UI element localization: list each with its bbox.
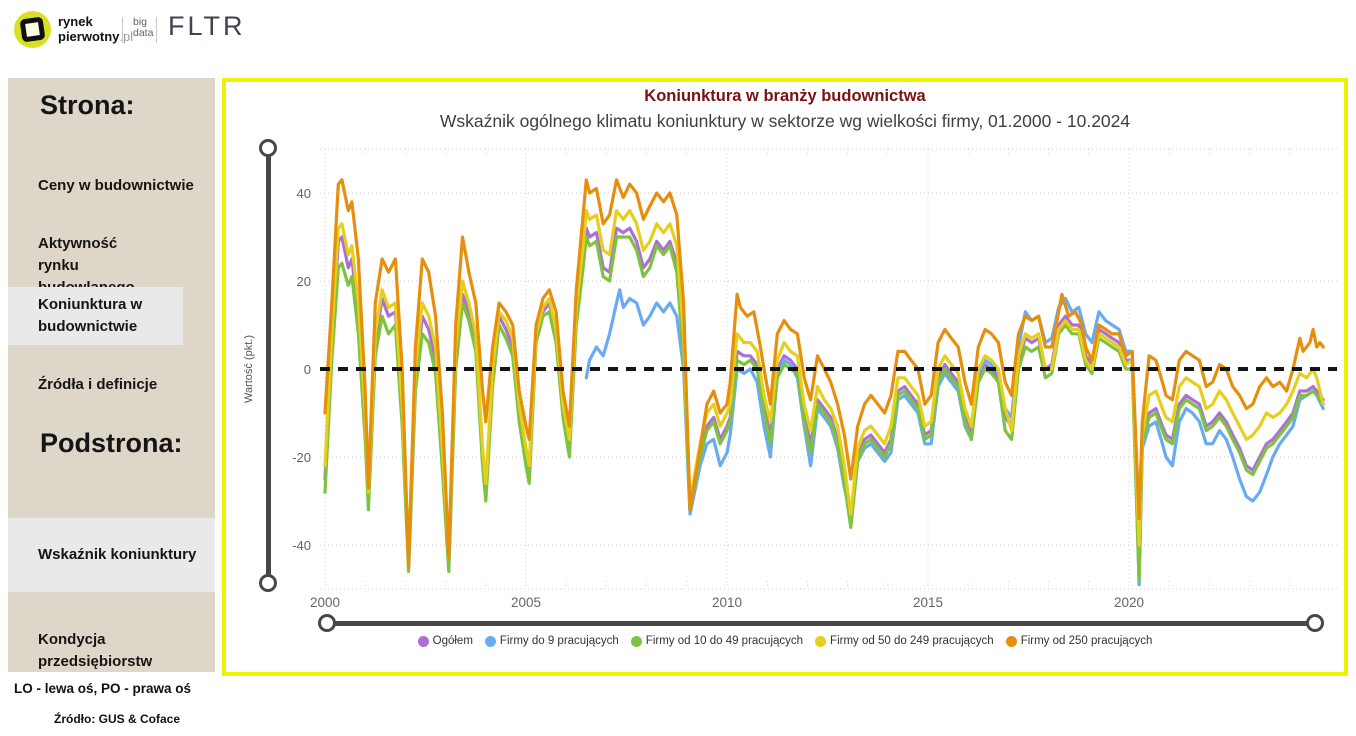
svg-text:2000: 2000 bbox=[310, 595, 340, 610]
sidebar-page-heading: Strona: bbox=[40, 90, 135, 120]
chart-subtitle: Wskaźnik ogólnego klimatu koniunktury w … bbox=[439, 111, 1131, 131]
legend-item-firmy-250[interactable]: Firmy od 250 pracujących bbox=[1005, 635, 1153, 647]
axis-note: LO - lewa oś, PO - prawa oś bbox=[14, 681, 192, 696]
sidebar-item-ceny-w-budownictwie[interactable]: Ceny w budownictwie bbox=[8, 175, 215, 197]
logo-cube-icon bbox=[19, 16, 46, 43]
legend-dot-purple bbox=[417, 635, 429, 647]
header-divider bbox=[122, 17, 123, 43]
time-range-slider-track[interactable] bbox=[327, 620, 1315, 626]
legend-dot-orange bbox=[1005, 635, 1017, 647]
legend-label: Firmy od 10 do 49 pracujących bbox=[645, 635, 804, 647]
legend-dot-blue bbox=[484, 635, 496, 647]
svg-text:-20: -20 bbox=[292, 450, 311, 465]
sidebar-item-kondycja-przedsiebiorstw[interactable]: Kondycja przedsiębiorstw bbox=[8, 629, 215, 673]
sidebar-item-wskaznik-koniunktury[interactable]: Wskaźnik koniunktury bbox=[8, 518, 215, 592]
sidebar-item-label: Źródła i definicje bbox=[38, 376, 158, 393]
time-slider-left-handle[interactable] bbox=[318, 614, 336, 632]
svg-text:2005: 2005 bbox=[511, 595, 541, 610]
svg-text:Wartość (pkt.): Wartość (pkt.) bbox=[243, 335, 255, 403]
svg-text:2015: 2015 bbox=[913, 595, 943, 610]
svg-text:-40: -40 bbox=[292, 538, 311, 553]
legend-item-firmy-10-49[interactable]: Firmy od 10 do 49 pracujących bbox=[630, 635, 804, 647]
chart-container: Koniunktura w branży budownictwa Wskaźni… bbox=[222, 78, 1348, 676]
vertical-slider-top-handle[interactable] bbox=[259, 139, 277, 157]
svg-text:40: 40 bbox=[297, 186, 311, 201]
sidebar: Strona: Ceny w budownictwie Aktywność ry… bbox=[8, 78, 215, 672]
legend-item-firmy-50-249[interactable]: Firmy od 50 do 249 pracujących bbox=[815, 635, 994, 647]
vertical-range-slider-track[interactable] bbox=[265, 148, 271, 583]
svg-text:2020: 2020 bbox=[1114, 595, 1144, 610]
brand-logo-icon bbox=[14, 11, 51, 48]
sidebar-item-label: Koniunktura w budownictwie bbox=[38, 296, 143, 335]
source-note: Źródło: GUS & Coface bbox=[54, 712, 181, 726]
legend-label: Ogółem bbox=[432, 635, 473, 647]
construction-sentiment-chart: 40 20 0 -20 -40 2000 2005 2010 2015 2020 Wartość (… bbox=[243, 148, 1337, 610]
svg-text:20: 20 bbox=[297, 274, 311, 289]
legend-item-ogolem[interactable]: Ogółem bbox=[417, 635, 473, 647]
vertical-slider-bottom-handle[interactable] bbox=[259, 574, 277, 592]
chart-legend: Ogółem Firmy do 9 pracujących Firmy od 1… bbox=[226, 635, 1344, 647]
bigdata-label: big data bbox=[133, 16, 154, 40]
sidebar-item-label: Wskaźnik koniunktury bbox=[38, 546, 197, 564]
chart-title: Koniunktura w branży budownictwa bbox=[644, 87, 926, 105]
svg-text:2010: 2010 bbox=[712, 595, 742, 610]
header-divider-2 bbox=[156, 17, 157, 43]
legend-dot-yellow bbox=[815, 635, 827, 647]
sidebar-subpage-heading: Podstrona: bbox=[40, 428, 183, 458]
sidebar-item-label: Kondycja przedsiębiorstw bbox=[38, 631, 153, 670]
legend-label: Firmy od 50 do 249 pracujących bbox=[830, 635, 994, 647]
brand-line2: pierwotny bbox=[58, 28, 120, 44]
sidebar-item-label: Ceny w budownictwie bbox=[38, 177, 194, 194]
brand-line1: rynek bbox=[58, 14, 93, 29]
legend-label: Firmy do 9 pracujących bbox=[499, 635, 619, 647]
legend-item-firmy-do-9[interactable]: Firmy do 9 pracujących bbox=[484, 635, 619, 647]
legend-label: Firmy od 250 pracujących bbox=[1020, 635, 1153, 647]
bigdata-line2: data bbox=[133, 27, 154, 40]
svg-text:0: 0 bbox=[304, 362, 311, 377]
sidebar-item-zrodla-i-definicje[interactable]: Źródła i definicje bbox=[8, 374, 215, 396]
legend-dot-green bbox=[630, 635, 642, 647]
time-slider-right-handle[interactable] bbox=[1306, 614, 1324, 632]
bigdata-line1: big bbox=[133, 16, 148, 28]
product-name: FLTR bbox=[168, 11, 246, 41]
sidebar-item-koniunktura-w-budownictwie[interactable]: Koniunktura w budownictwie bbox=[8, 287, 183, 345]
